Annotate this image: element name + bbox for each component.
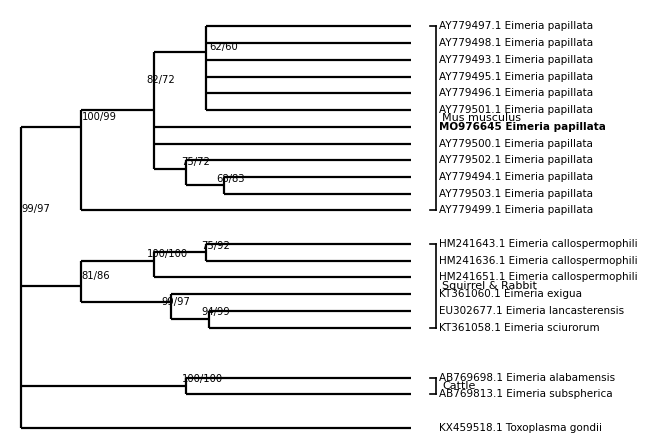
Text: Squirrel & Rabbit: Squirrel & Rabbit (443, 281, 537, 291)
Text: AY779495.1 Eimeria papillata: AY779495.1 Eimeria papillata (439, 72, 593, 82)
Text: AY779498.1 Eimeria papillata: AY779498.1 Eimeria papillata (439, 38, 593, 48)
Text: EU302677.1 Eimeria lancasterensis: EU302677.1 Eimeria lancasterensis (439, 306, 624, 316)
Text: KT361060.1 Eimeria exigua: KT361060.1 Eimeria exigua (439, 289, 582, 299)
Text: KX459518.1 Toxoplasma gondii: KX459518.1 Toxoplasma gondii (439, 423, 602, 433)
Text: 100/99: 100/99 (81, 112, 117, 122)
Text: 94/99: 94/99 (201, 307, 230, 318)
Text: 100/100: 100/100 (182, 374, 223, 384)
Text: HM241651.1 Eimeria callospermophili: HM241651.1 Eimeria callospermophili (439, 273, 637, 282)
Text: AY779499.1 Eimeria papillata: AY779499.1 Eimeria papillata (439, 206, 593, 215)
Text: AY779497.1 Eimeria papillata: AY779497.1 Eimeria papillata (439, 21, 593, 32)
Text: AY779496.1 Eimeria papillata: AY779496.1 Eimeria papillata (439, 88, 593, 99)
Text: Mus musculus: Mus musculus (443, 113, 521, 124)
Text: MO976645 Eimeria papillata: MO976645 Eimeria papillata (439, 122, 605, 132)
Text: HM241636.1 Eimeria callospermophili: HM241636.1 Eimeria callospermophili (439, 256, 637, 266)
Text: AY779500.1 Eimeria papillata: AY779500.1 Eimeria papillata (439, 139, 592, 149)
Text: 75/92: 75/92 (201, 240, 230, 251)
Text: AY779501.1 Eimeria papillata: AY779501.1 Eimeria papillata (439, 105, 593, 115)
Text: AY779502.1 Eimeria papillata: AY779502.1 Eimeria papillata (439, 155, 593, 165)
Text: 68/83: 68/83 (216, 173, 245, 184)
Text: AY779493.1 Eimeria papillata: AY779493.1 Eimeria papillata (439, 55, 593, 65)
Text: AY779503.1 Eimeria papillata: AY779503.1 Eimeria papillata (439, 189, 593, 199)
Text: 75/72: 75/72 (182, 157, 210, 167)
Text: KT361058.1 Eimeria sciurorum: KT361058.1 Eimeria sciurorum (439, 322, 600, 333)
Text: 82/72: 82/72 (146, 75, 175, 85)
Text: HM241643.1 Eimeria callospermophili: HM241643.1 Eimeria callospermophili (439, 239, 637, 249)
Text: AB769698.1 Eimeria alabamensis: AB769698.1 Eimeria alabamensis (439, 373, 615, 383)
Text: 62/60: 62/60 (209, 41, 238, 52)
Text: AY779494.1 Eimeria papillata: AY779494.1 Eimeria papillata (439, 172, 593, 182)
Text: Cattle: Cattle (443, 381, 476, 391)
Text: 81/86: 81/86 (81, 271, 110, 281)
Text: AB769813.1 Eimeria subspherica: AB769813.1 Eimeria subspherica (439, 389, 613, 400)
Text: 99/97: 99/97 (21, 204, 50, 214)
Text: 100/100: 100/100 (146, 249, 187, 259)
Text: 99/97: 99/97 (161, 297, 190, 307)
